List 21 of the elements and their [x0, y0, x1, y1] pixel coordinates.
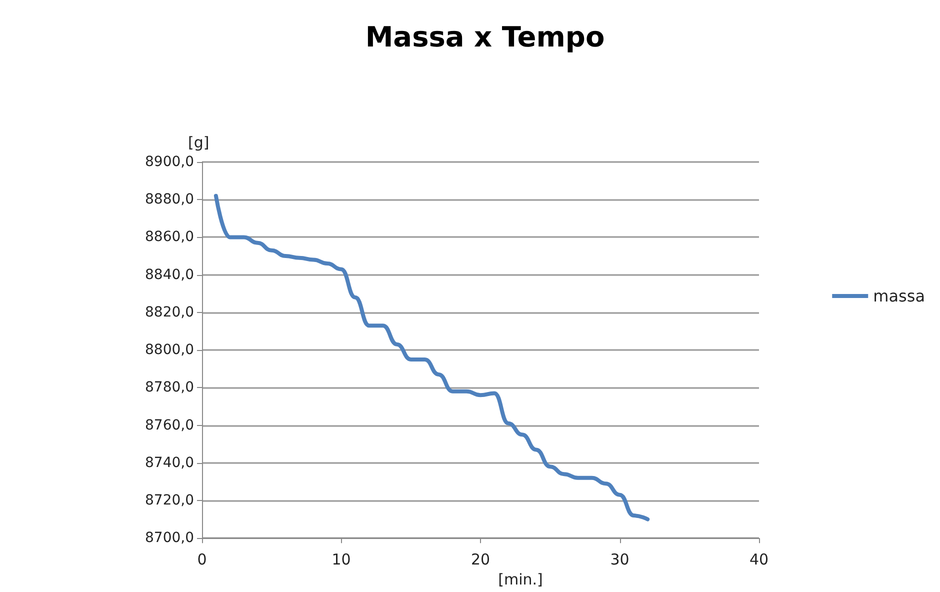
y-tick-label: 8760,0 — [145, 417, 194, 434]
y-tick-label: 8740,0 — [145, 454, 194, 471]
line-series — [214, 194, 650, 522]
x-tick-label: 30 — [610, 550, 630, 569]
x-tick-label: 40 — [749, 550, 769, 569]
legend-label: massa — [873, 286, 926, 306]
y-tick-label: 8720,0 — [145, 492, 194, 508]
x-tick-label: 20 — [470, 550, 490, 569]
y-tick-label: 8700,0 — [145, 530, 194, 546]
y-tick-label: 8780,0 — [145, 380, 194, 396]
y-axis-title: [g] — [188, 134, 210, 152]
y-tick-label: 8860,0 — [145, 229, 194, 246]
x-axis-title: [min.] — [498, 570, 543, 588]
y-tick-label: 8820,0 — [145, 304, 194, 320]
y-tick-label: 8800,0 — [145, 342, 194, 358]
x-tick-label: 10 — [332, 550, 351, 569]
chart-title: Massa x Tempo — [365, 20, 605, 54]
x-tick-label: 0 — [197, 550, 207, 569]
y-tick-label: 8880,0 — [145, 192, 194, 208]
y-tick-label: 8900,0 — [145, 154, 194, 170]
y-tick-label: 8840,0 — [145, 266, 194, 283]
